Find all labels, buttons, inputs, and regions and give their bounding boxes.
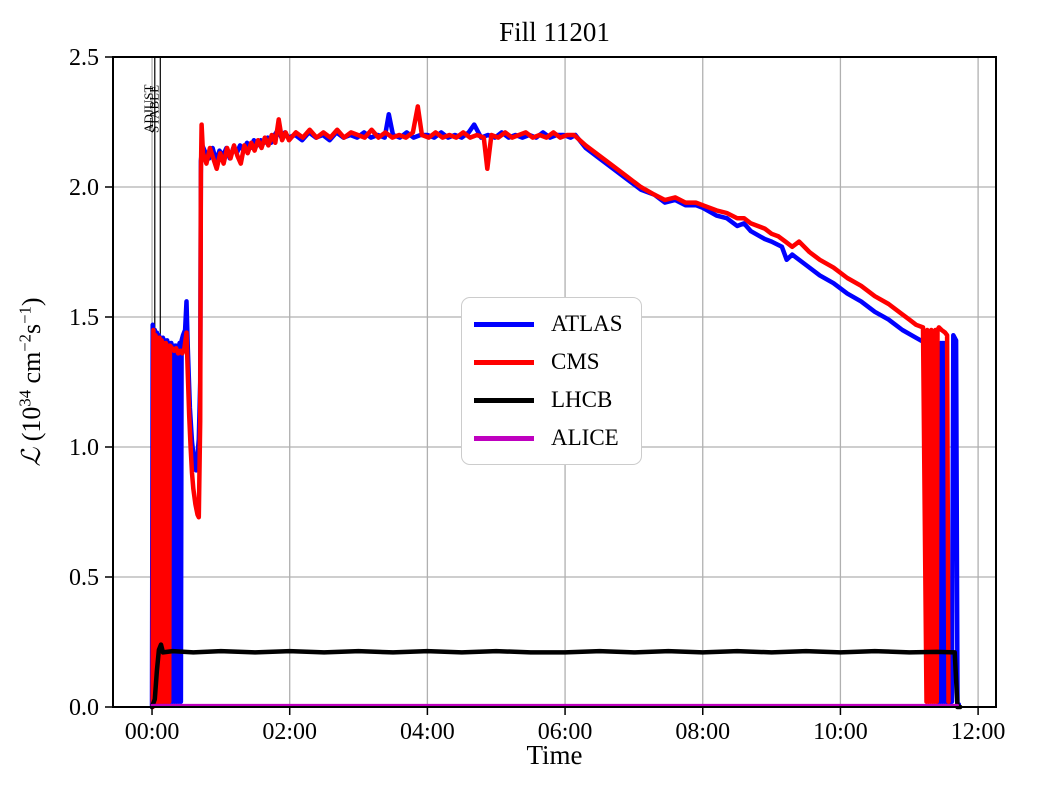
legend-swatch-alice — [474, 435, 534, 441]
legend-label-alice: ALICE — [551, 425, 619, 450]
legend-item-cms: CMS — [474, 343, 623, 381]
legend-label-lhcb: LHCB — [551, 387, 613, 412]
lhcb-line — [149, 642, 963, 710]
y-tick-label: 2.0 — [69, 175, 99, 201]
y-tick-label: 0.5 — [69, 565, 99, 591]
x-tick-label: 10:00 — [813, 719, 868, 745]
y-tick-label: 1.5 — [69, 305, 99, 331]
chart-title: Fill 11201 — [499, 17, 610, 47]
legend-swatch-lhcb — [474, 397, 534, 403]
y-tick-label: 0.0 — [69, 695, 99, 721]
luminosity-symbol: ℒ — [17, 447, 46, 467]
legend-swatch-cms — [474, 359, 534, 365]
legend-swatch-atlas — [474, 321, 534, 327]
x-tick-label: 12:00 — [951, 719, 1006, 745]
beam-mode-label-stable: STABLE — [146, 85, 161, 133]
legend-item-atlas: ATLAS — [474, 305, 623, 343]
y-tick-label: 2.5 — [69, 45, 99, 71]
y-tick-label: 1.0 — [69, 435, 99, 461]
x-tick-label: 06:00 — [538, 719, 593, 745]
x-axis-label: Time — [526, 740, 583, 770]
x-tick-label: 02:00 — [262, 719, 317, 745]
legend-label-atlas: ATLAS — [551, 311, 623, 336]
plot-border — [112, 56, 997, 708]
beam-mode-label-adjust: ADJUST — [141, 85, 156, 133]
legend-item-lhcb: LHCB — [474, 381, 623, 419]
legend-label-cms: CMS — [551, 349, 600, 374]
x-tick-label: 04:00 — [400, 719, 455, 745]
y-axis-label: ℒ (1034 cm−2s−1) — [15, 297, 46, 467]
x-tick-label: 08:00 — [675, 719, 730, 745]
cms-line — [150, 104, 951, 710]
legend: ATLAS CMS LHCB ALICE — [461, 297, 642, 465]
legend-item-alice: ALICE — [474, 419, 623, 457]
x-tick-label: 00:00 — [125, 719, 180, 745]
